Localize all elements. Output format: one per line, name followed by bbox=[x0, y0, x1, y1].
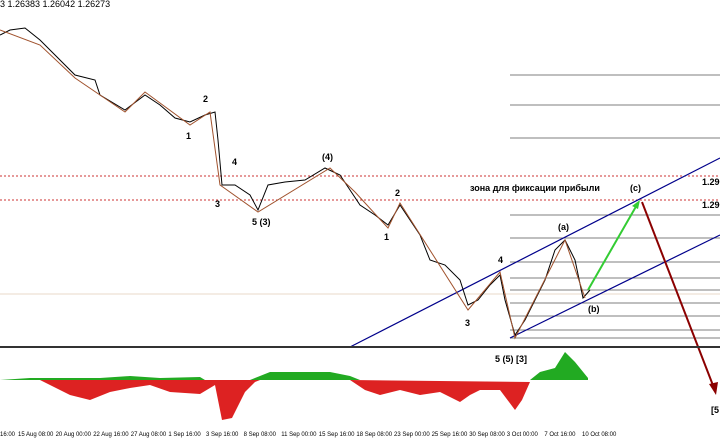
channel-line bbox=[509, 234, 720, 339]
wave-label: (c) bbox=[630, 183, 641, 193]
zone-label: зона для фиксации прибыли bbox=[470, 183, 600, 193]
arrow-head bbox=[632, 200, 640, 209]
x-tick-label: 7 Oct 16:00 bbox=[544, 432, 576, 438]
price-level: 1.290 bbox=[702, 177, 720, 187]
arrow bbox=[587, 202, 639, 291]
x-tick-label: 18 Sep 08:00 bbox=[356, 432, 392, 438]
wave-label: 2 bbox=[395, 188, 400, 198]
arrow-head bbox=[709, 382, 718, 395]
x-tick-label: 3 Oct 00:00 bbox=[507, 432, 539, 438]
x-tick-label: 25 Sep 16:00 bbox=[432, 432, 468, 438]
wave-label: 3 bbox=[215, 199, 220, 209]
x-tick-label: 16:00 bbox=[0, 432, 16, 438]
x-tick-label: 30 Sep 08:00 bbox=[469, 432, 505, 438]
wave-label: 4 bbox=[498, 255, 503, 265]
x-tick-label: 23 Sep 00:00 bbox=[394, 432, 430, 438]
arrow bbox=[641, 201, 715, 389]
x-tick-label: 3 Sep 16:00 bbox=[206, 432, 239, 438]
wave-label: (a) bbox=[558, 222, 569, 232]
osc-positive bbox=[530, 352, 588, 380]
wave-lines bbox=[0, 29, 586, 340]
x-tick-label: 10 Oct 08:00 bbox=[582, 432, 617, 438]
wave-label: 2 bbox=[203, 94, 208, 104]
wave-label: 4 bbox=[232, 157, 237, 167]
wave-label: 1 bbox=[186, 131, 191, 141]
osc-positive bbox=[250, 372, 360, 380]
x-tick-label: 15 Aug 08:00 bbox=[18, 432, 54, 438]
x-tick-label: 8 Sep 08:00 bbox=[244, 432, 277, 438]
fib-levels bbox=[510, 74, 720, 339]
x-tick-label: 20 Aug 00:00 bbox=[56, 432, 92, 438]
wave-label: 5 (3) bbox=[252, 217, 271, 227]
x-tick-label: 1 Sep 16:00 bbox=[168, 432, 201, 438]
channel-line bbox=[349, 157, 720, 348]
wave-label: 3 bbox=[465, 318, 470, 328]
x-tick-label: 15 Sep 16:00 bbox=[319, 432, 355, 438]
price bbox=[0, 27, 591, 337]
wave-label: [5 bbox=[711, 405, 719, 415]
wave-label: (b) bbox=[588, 304, 600, 314]
price-level: 1.290 bbox=[702, 200, 720, 210]
x-axis: 16:00 15 Aug 08:00 20 Aug 00:00 22 Aug 16:0… bbox=[0, 432, 617, 438]
wave-label: 1 bbox=[384, 232, 389, 242]
x-tick-label: 22 Aug 16:00 bbox=[93, 432, 129, 438]
wave-label: (4) bbox=[322, 152, 333, 162]
x-tick-label: 11 Sep 00:00 bbox=[281, 432, 317, 438]
x-tick-label: 27 Aug 08:00 bbox=[131, 432, 167, 438]
osc-positive bbox=[0, 376, 205, 380]
osc-negative bbox=[350, 380, 530, 410]
osc-negative bbox=[40, 380, 260, 420]
ohlc: 3 1.26383 1.26042 1.26273 bbox=[0, 0, 110, 9]
wave-label: 5 (5) [3] bbox=[495, 354, 527, 364]
